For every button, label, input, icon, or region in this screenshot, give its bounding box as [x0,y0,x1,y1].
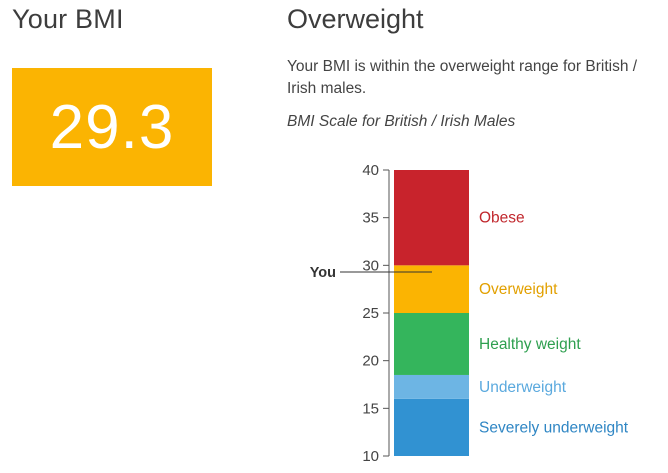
you-marker-label: You [310,265,336,281]
tick-label-20: 20 [362,353,379,370]
band-underweight [394,374,469,399]
band-overweight [394,265,469,313]
band-label-healthy-weight: Healthy weight [479,336,581,353]
bmi-value-box: 29.3 [12,68,212,186]
tick-label-30: 30 [362,257,379,274]
tick-label-15: 15 [362,400,379,417]
band-label-overweight: Overweight [479,281,558,298]
your-bmi-heading: Your BMI [12,4,124,34]
band-label-obese: Obese [479,210,525,227]
bmi-category-heading: Overweight [287,4,424,34]
tick-label-40: 40 [362,162,379,179]
tick-label-10: 10 [362,448,379,465]
tick-label-25: 25 [362,305,379,322]
bmi-value: 29.3 [49,92,175,162]
tick-label-35: 35 [362,210,379,227]
band-label-underweight: Underweight [479,379,567,396]
band-label-severely-underweight: Severely underweight [479,419,629,436]
bmi-description: Your BMI is within the overweight range … [287,58,638,97]
band-severely-underweight [394,398,469,456]
band-healthy-weight [394,313,469,375]
band-obese [394,170,469,266]
bmi-scale-title: BMI Scale for British / Irish Males [287,113,516,130]
